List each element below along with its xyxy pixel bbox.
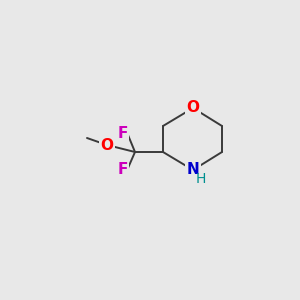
Text: O: O [187,100,200,116]
Text: F: F [118,163,128,178]
Text: H: H [196,172,206,186]
Text: N: N [187,163,200,178]
Text: F: F [118,125,128,140]
Text: O: O [100,137,113,152]
